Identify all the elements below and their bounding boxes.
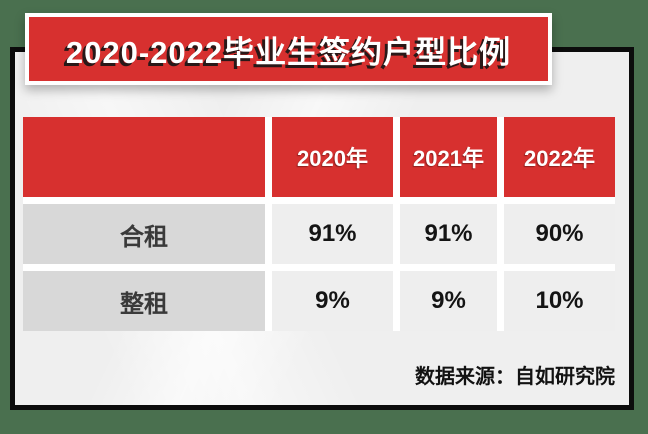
- page-title: 2020-2022毕业生签约户型比例: [65, 34, 512, 70]
- table-header-2021: 2021年: [400, 117, 497, 197]
- row-label-whole-rent: 整租: [23, 271, 265, 331]
- table-header-2022: 2022年: [504, 117, 615, 197]
- data-source-note: 数据来源：自如研究院: [415, 366, 615, 388]
- table-header-2020: 2020年: [272, 117, 393, 197]
- row-label-shared-rent: 合租: [23, 204, 265, 264]
- cell-shared-2021: 91%: [400, 204, 497, 264]
- cell-whole-2022: 10%: [504, 271, 615, 331]
- ratio-table: 2020年 2021年 2022年 合租 91% 91% 90% 整租 9% 9…: [23, 117, 615, 331]
- cell-shared-2022: 90%: [504, 204, 615, 264]
- cell-shared-2020: 91%: [272, 204, 393, 264]
- title-banner: 2020-2022毕业生签约户型比例: [25, 13, 552, 85]
- cell-whole-2020: 9%: [272, 271, 393, 331]
- table-header-corner-cell: [23, 117, 265, 197]
- cell-whole-2021: 9%: [400, 271, 497, 331]
